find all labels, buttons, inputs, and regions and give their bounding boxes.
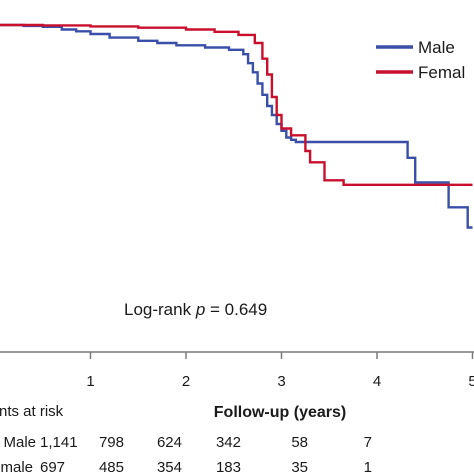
risk-row-label: Male bbox=[3, 434, 36, 451]
risk-value: 624 bbox=[157, 434, 182, 451]
risk-value: 342 bbox=[216, 434, 241, 451]
risk-row-label: male bbox=[0, 459, 33, 474]
x-tick-label: 2 bbox=[182, 373, 190, 390]
risk-value: 485 bbox=[99, 459, 124, 474]
x-tick-label: 1 bbox=[86, 373, 94, 390]
logrank-prefix: Log-rank bbox=[124, 300, 196, 319]
x-tick-label: 4 bbox=[373, 373, 381, 390]
logrank-annotation: Log-rank p = 0.649 bbox=[124, 300, 267, 319]
x-axis: 1 2 3 4 5 bbox=[0, 351, 474, 390]
risk-value: 1 bbox=[364, 459, 372, 474]
risk-value: 35 bbox=[291, 459, 308, 474]
logrank-value: = 0.649 bbox=[205, 300, 267, 319]
plot-area bbox=[0, 23, 473, 229]
risk-value: 697 bbox=[40, 459, 65, 474]
legend-label-male: Male bbox=[418, 38, 455, 57]
x-axis-label: Follow-up (years) bbox=[214, 404, 346, 421]
logrank-p: p bbox=[195, 300, 205, 319]
risk-value: 798 bbox=[99, 434, 124, 451]
risk-value: 183 bbox=[216, 459, 241, 474]
risk-value: 7 bbox=[364, 434, 372, 451]
risk-value: 58 bbox=[291, 434, 308, 451]
x-tick-layer: 1 2 3 4 5 bbox=[86, 352, 474, 390]
risk-value: 354 bbox=[157, 459, 182, 474]
risk-table-title: nts at risk bbox=[0, 403, 64, 420]
risk-value: 1,141 bbox=[40, 434, 78, 451]
legend-label-female: Femal bbox=[418, 63, 465, 82]
x-tick-label: 3 bbox=[277, 373, 285, 390]
series-line-female bbox=[0, 23, 473, 186]
x-tick-label: 5 bbox=[468, 373, 474, 390]
series-line-male bbox=[0, 23, 473, 229]
legend: Male Femal bbox=[376, 38, 465, 82]
risk-table: Male 1,141 798 624 342 58 7 male 697 485 354 183 35 1 bbox=[0, 434, 372, 474]
